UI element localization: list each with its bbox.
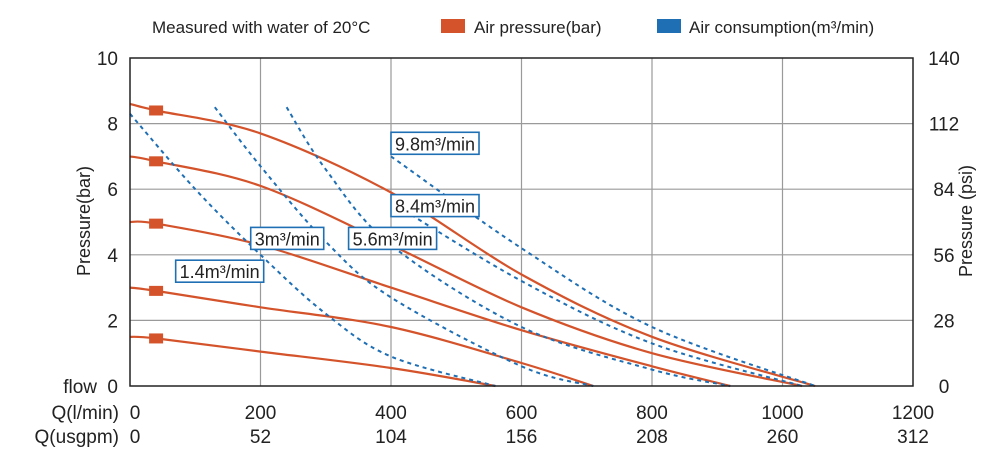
x-tick-label: 1000 <box>761 403 803 424</box>
legend-swatch-pressure <box>441 19 465 33</box>
x-tick-label: 600 <box>506 403 538 424</box>
pressure-marker <box>149 156 164 167</box>
annotation-frame <box>347 226 438 251</box>
x-tick-label: 0 <box>130 427 141 448</box>
y-tick-label-right: 84 <box>933 180 955 201</box>
y-corner-label: flow <box>63 377 97 398</box>
y-tick-label-left: 2 <box>107 311 118 332</box>
y-tick-label-left: 6 <box>107 180 118 201</box>
pressure-curve <box>129 286 594 388</box>
y-axis-title-right: Pressure (psi) <box>956 165 976 277</box>
annotations: 9.8m³/min 8.4m³/min 3m³/min 5.6m³/min 1.4m³/… <box>174 131 480 284</box>
annotation-frame <box>174 259 265 284</box>
annotation-frame <box>390 131 480 156</box>
x-tick-label: 52 <box>250 427 271 448</box>
chart-note: Measured with water of 20°C <box>152 18 370 37</box>
pressure-marker <box>149 333 164 344</box>
x-row-label-usgpm: Q(usgpm) <box>35 427 119 448</box>
y-tick-label-left: 8 <box>107 115 118 136</box>
annotation-label: 9.8m³/min <box>395 134 475 154</box>
pressure-marker <box>149 105 164 116</box>
grid <box>130 58 913 386</box>
annotation-label: 5.6m³/min <box>353 229 433 249</box>
x-tick-label: 208 <box>636 427 668 448</box>
x-tick-label: 200 <box>245 403 277 424</box>
pressure-marker <box>149 218 164 229</box>
y-tick-label-left: 0 <box>107 377 118 398</box>
consumption-curve <box>129 113 496 387</box>
consumption-curve <box>214 106 594 387</box>
annotation-label: 8.4m³/min <box>395 197 475 217</box>
annotation-frame <box>249 226 325 251</box>
annotation-label: 1.4m³/min <box>180 262 260 282</box>
legend-label-consumption: Air consumption(m³/min) <box>689 18 874 37</box>
annotation-box: 9.8m³/min <box>390 131 480 156</box>
legend-label-pressure: Air pressure(bar) <box>474 18 602 37</box>
annotation-box: 8.4m³/min <box>390 193 480 218</box>
pressure-markers <box>149 105 164 344</box>
annotation-box: 5.6m³/min <box>347 226 438 251</box>
x-tick-label: 260 <box>767 427 799 448</box>
x-tick-label: 312 <box>897 427 929 448</box>
annotation-label: 3m³/min <box>255 229 320 249</box>
consumption-curve <box>285 106 731 387</box>
legend-swatch-consumption <box>657 19 681 33</box>
x-tick-label: 400 <box>375 403 407 424</box>
x-tick-label: 0 <box>130 403 141 424</box>
annotation-box: 1.4m³/min <box>174 259 265 284</box>
x-row-label-lmin: Q(l/min) <box>51 403 119 424</box>
annotation-box: 3m³/min <box>249 226 325 251</box>
y-tick-label-right: 112 <box>929 115 959 136</box>
pressure-curve <box>129 335 496 388</box>
y-tick-label-right: 0 <box>939 377 950 398</box>
consumption-curve <box>390 201 803 387</box>
y-tick-label-right: 28 <box>933 311 954 332</box>
y-tick-label-left: 10 <box>97 49 118 70</box>
pressure-curve <box>129 220 731 388</box>
x-tick-label: 104 <box>375 427 407 448</box>
y-tick-label-left: 4 <box>107 246 118 267</box>
y-tick-label-right: 56 <box>933 246 954 267</box>
x-tick-label: 156 <box>506 427 538 448</box>
consumption-curve <box>390 155 816 387</box>
plot-frame <box>129 57 914 387</box>
y-axis-title-left: Pressure(bar) <box>74 166 94 276</box>
y-tick-label-right: 140 <box>928 49 960 70</box>
pressure-marker <box>149 285 164 296</box>
x-tick-label: 800 <box>636 403 668 424</box>
annotation-frame <box>390 193 480 218</box>
x-tick-label: 1200 <box>892 403 934 424</box>
